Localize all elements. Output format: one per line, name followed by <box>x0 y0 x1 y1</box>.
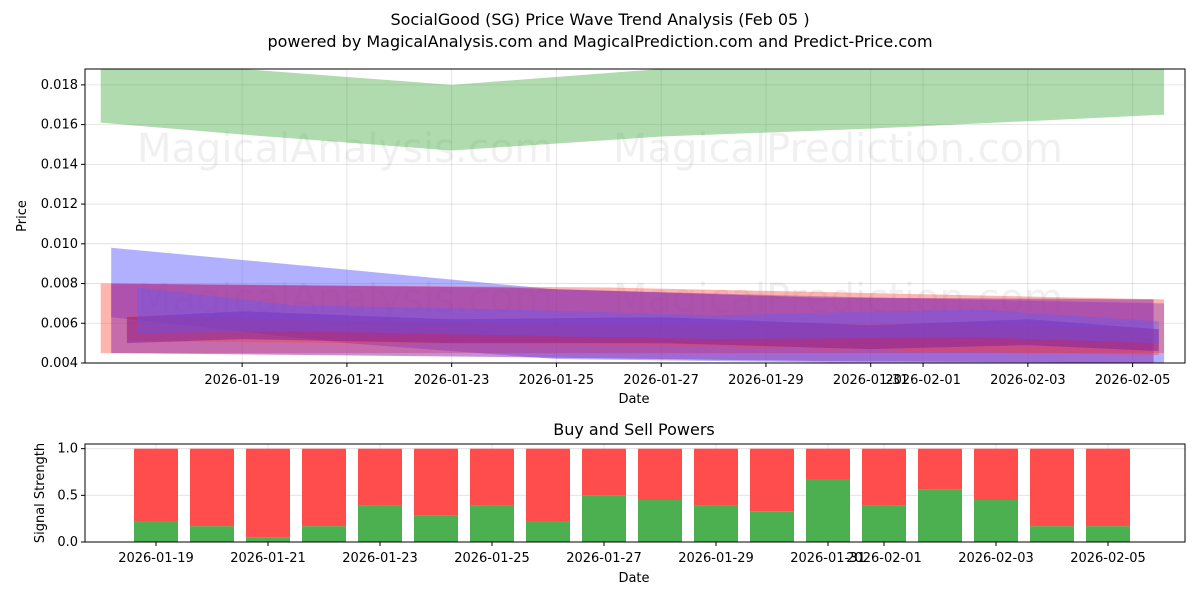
power-title: Buy and Sell Powers <box>553 420 715 439</box>
power-x-tick-label: 2026-01-21 <box>230 551 306 566</box>
sell-bar <box>358 448 402 506</box>
power-x-ticks: 2026-01-19 2026-01-21 2026-01-23 2026-01-25… <box>118 542 1146 566</box>
sell-bar <box>694 448 738 506</box>
buy-bar <box>638 500 682 542</box>
sell-bar <box>750 448 794 512</box>
power-y-label: Signal Strength <box>33 443 48 543</box>
power-x-label: Date <box>618 571 649 586</box>
buy-bar <box>470 505 514 542</box>
sell-bar <box>302 448 346 527</box>
sell-bar <box>806 448 850 480</box>
power-y-tick-label: 0.5 <box>57 488 78 503</box>
price-y-tick-label: 0.018 <box>41 78 78 93</box>
buy-bar <box>1086 526 1130 542</box>
price-band-6 <box>137 287 1159 344</box>
chart-title: SocialGood (SG) Price Wave Trend Analysi… <box>390 10 810 29</box>
price-band-0 <box>100 69 1165 151</box>
sell-bar <box>470 448 514 506</box>
buy-bar <box>1030 526 1074 542</box>
chart-subtitle: powered by MagicalAnalysis.com and Magic… <box>267 32 933 51</box>
buy-bar <box>918 489 962 542</box>
buy-bar <box>358 505 402 542</box>
price-band-5 <box>126 311 1159 352</box>
power-y-tick-label: 1.0 <box>57 442 78 457</box>
sell-bar <box>974 448 1018 500</box>
power-x-tick-label: 2026-01-31 <box>790 551 866 566</box>
sell-bar <box>862 448 906 506</box>
power-bars <box>134 448 1130 542</box>
price-y-tick-label: 0.008 <box>41 277 78 292</box>
sell-bar <box>414 448 458 516</box>
buy-bar <box>526 521 570 542</box>
buy-bar <box>190 526 234 542</box>
power-x-tick-label: 2026-02-03 <box>958 551 1034 566</box>
price-x-tick-label: 2026-02-03 <box>990 373 1066 388</box>
sell-bar <box>1030 448 1074 527</box>
sell-bar <box>246 448 290 538</box>
buy-bar <box>246 537 290 542</box>
price-y-tick-label: 0.006 <box>41 316 78 331</box>
price-x-tick-label: 2026-02-01 <box>885 373 961 388</box>
price-x-tick-label: 2026-01-21 <box>309 373 385 388</box>
watermark-analysis: MagicalAnalysis.com <box>137 126 553 172</box>
price-x-ticks: 2026-01-19 2026-01-21 2026-01-23 2026-01-25… <box>204 363 1170 388</box>
buy-bar <box>694 505 738 542</box>
price-x-tick-label: 2026-01-29 <box>728 373 804 388</box>
price-bands <box>100 69 1165 363</box>
price-y-tick-label: 0.010 <box>41 237 78 252</box>
price-y-tick-label: 0.012 <box>41 197 78 212</box>
price-y-label: Price <box>15 200 30 232</box>
price-x-tick-label: 2026-02-05 <box>1095 373 1171 388</box>
price-wave-chart: MagicalAnalysis.com MagicalPrediction.co… <box>15 68 1186 407</box>
power-x-tick-label: 2026-01-19 <box>118 551 194 566</box>
power-y-ticks: 0.0 0.5 1.0 <box>57 442 85 550</box>
watermark-prediction: MagicalPrediction.com <box>613 126 1063 172</box>
power-x-tick-label: 2026-01-25 <box>454 551 530 566</box>
buy-sell-chart: Buy and Sell Powers 0.0 0.5 1.0 2026-01-19… <box>33 420 1186 586</box>
sell-bar <box>918 448 962 490</box>
buy-bar <box>414 515 458 542</box>
buy-bar <box>806 479 850 542</box>
power-x-tick-label: 2026-01-23 <box>342 551 418 566</box>
price-y-tick-label: 0.016 <box>41 118 78 133</box>
power-axes-frame <box>84 443 1186 543</box>
price-y-tick-label: 0.004 <box>41 356 78 371</box>
sell-bar <box>526 448 570 522</box>
buy-bar <box>302 526 346 542</box>
price-axes-frame <box>84 68 1186 364</box>
power-x-tick-label: 2026-01-27 <box>566 551 642 566</box>
buy-bar <box>750 511 794 542</box>
power-y-tick-label: 0.0 <box>57 535 78 550</box>
price-x-tick-label: 2026-01-27 <box>623 373 699 388</box>
buy-bar <box>582 495 626 542</box>
sell-bar <box>582 448 626 496</box>
power-x-tick-label: 2026-02-05 <box>1070 551 1146 566</box>
price-x-tick-label: 2026-01-31 <box>833 373 909 388</box>
price-x-tick-label: 2026-01-19 <box>204 373 280 388</box>
buy-bar <box>862 505 906 542</box>
price-y-tick-label: 0.014 <box>41 157 78 172</box>
sell-bar <box>638 448 682 500</box>
price-y-ticks: 0.004 0.006 0.008 0.010 0.012 0.014 0.016 0.018 <box>41 78 85 371</box>
power-x-tick-label: 2026-02-01 <box>846 551 922 566</box>
sell-bar <box>1086 448 1130 527</box>
sell-bar <box>190 448 234 527</box>
price-x-tick-label: 2026-01-25 <box>519 373 595 388</box>
power-x-tick-label: 2026-01-29 <box>678 551 754 566</box>
price-x-tick-label: 2026-01-23 <box>414 373 490 388</box>
sell-bar <box>134 448 178 522</box>
price-x-label: Date <box>618 392 649 407</box>
buy-bar <box>134 521 178 542</box>
buy-bar <box>974 500 1018 542</box>
